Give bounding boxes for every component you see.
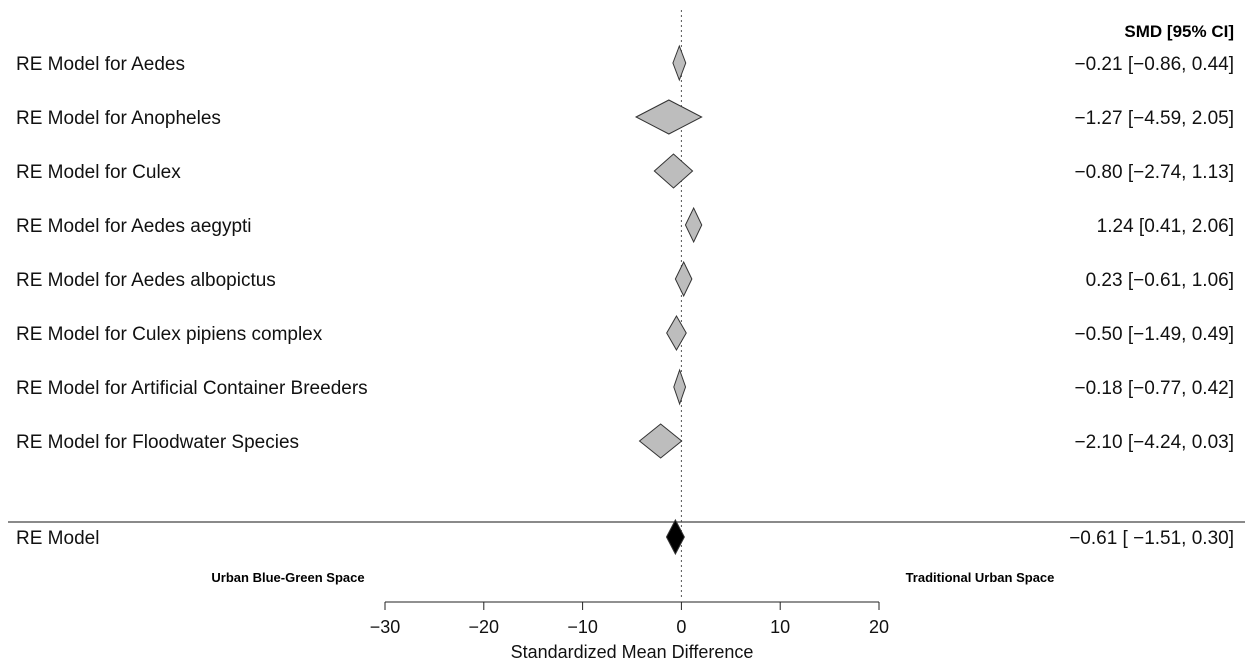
x-tick-label: 20 xyxy=(869,617,889,637)
ci-value: −1.27 [−4.59, 2.05] xyxy=(1074,108,1234,129)
subgroup-diamond xyxy=(684,206,703,244)
x-tick-label: −20 xyxy=(469,617,500,637)
subgroup-diamond xyxy=(666,314,687,352)
row-label: RE Model for Culex xyxy=(16,162,181,183)
ci-column-header: SMD [95% CI] xyxy=(1124,22,1234,41)
ci-value: −0.80 [−2.74, 1.13] xyxy=(1074,162,1234,183)
overall-row: RE Model −0.61 [ −1.51, 0.30] xyxy=(16,518,1234,556)
row-label: RE Model for Aedes aegypti xyxy=(16,216,252,237)
subgroup-diamond xyxy=(673,368,687,406)
subgroup-diamond xyxy=(653,153,694,189)
x-axis-label: Standardized Mean Difference xyxy=(511,642,754,662)
overall-ci-value: −0.61 [ −1.51, 0.30] xyxy=(1069,528,1234,549)
x-tick-label: −10 xyxy=(567,617,598,637)
x-tick-label: −30 xyxy=(370,617,401,637)
subgroup-diamond xyxy=(634,99,703,135)
x-axis: −30 −20 −10 0 10 20 xyxy=(370,601,889,637)
x-tick-label: 10 xyxy=(770,617,790,637)
direction-label-left: Urban Blue-Green Space xyxy=(211,570,364,585)
subgroup-diamond xyxy=(638,423,683,459)
row-label: RE Model for Aedes albopictus xyxy=(16,270,276,291)
ci-value: −0.18 [−0.77, 0.42] xyxy=(1074,378,1234,399)
row-label: RE Model for Artificial Container Breede… xyxy=(16,378,368,399)
row-label: RE Model for Anopheles xyxy=(16,108,221,129)
row-label: RE Model for Floodwater Species xyxy=(16,432,299,453)
ci-value: −0.50 [−1.49, 0.49] xyxy=(1074,324,1234,345)
subgroup-rows: RE Model for Aedes −0.21 [−0.86, 0.44] RE … xyxy=(16,44,1234,459)
ci-value: 0.23 [−0.61, 1.06] xyxy=(1086,270,1234,291)
overall-label: RE Model xyxy=(16,528,99,549)
ci-value: −0.21 [−0.86, 0.44] xyxy=(1074,54,1234,75)
direction-label-right: Traditional Urban Space xyxy=(906,570,1055,585)
overall-diamond xyxy=(665,518,685,556)
ci-value: −2.10 [−4.24, 0.03] xyxy=(1074,432,1234,453)
row-label: RE Model for Aedes xyxy=(16,54,185,75)
row-label: RE Model for Culex pipiens complex xyxy=(16,324,323,345)
subgroup-diamond xyxy=(672,44,687,82)
x-tick-label: 0 xyxy=(676,617,686,637)
subgroup-diamond xyxy=(674,260,693,298)
ci-value: 1.24 [0.41, 2.06] xyxy=(1097,216,1234,237)
